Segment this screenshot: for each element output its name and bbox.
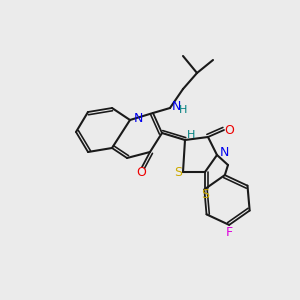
Text: S: S [174, 166, 182, 178]
Text: F: F [226, 226, 233, 239]
Text: S: S [201, 188, 209, 202]
Text: N: N [219, 146, 229, 160]
Text: H: H [179, 105, 187, 115]
Text: O: O [224, 124, 234, 136]
Text: N: N [133, 112, 143, 125]
Text: N: N [171, 100, 181, 112]
Text: H: H [187, 130, 195, 140]
Text: O: O [136, 166, 146, 178]
